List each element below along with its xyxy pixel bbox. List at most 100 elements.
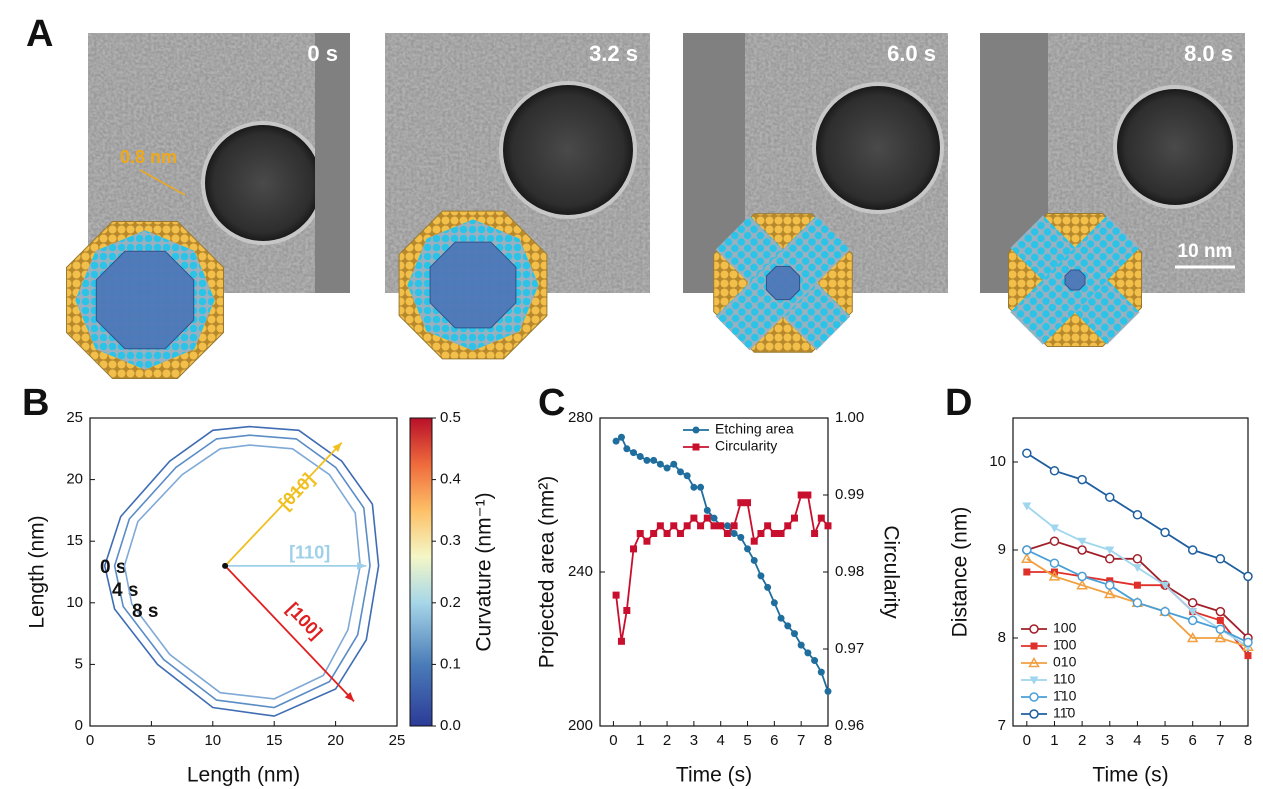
legend-label: 100 <box>1053 620 1077 636</box>
x-tick-label: 3 <box>690 732 698 749</box>
y2-tick-label: 0.96 <box>835 717 864 734</box>
micrograph: 6.0 s <box>683 33 948 352</box>
marker <box>657 461 664 468</box>
legend-label: Circularity <box>715 438 777 454</box>
marker <box>757 572 764 579</box>
legend-marker <box>693 444 700 451</box>
panel-label: B <box>22 382 49 424</box>
y-axis-title: Distance (nm) <box>949 507 972 638</box>
x-tick-label: 1 <box>636 732 644 749</box>
x-tick-label: 5 <box>147 732 155 749</box>
legend-label: 1̄10 <box>1053 688 1077 704</box>
colorbar-tick-label: 0.5 <box>440 409 461 426</box>
legend-label: 010 <box>1053 654 1077 670</box>
curvature-contour <box>124 445 360 699</box>
y2-tick-label: 0.99 <box>835 486 864 503</box>
marker <box>825 688 832 695</box>
marker <box>670 522 677 529</box>
marker <box>737 499 744 506</box>
y-tick-label: 20 <box>66 471 83 488</box>
x-tick-label: 25 <box>389 732 406 749</box>
legend-marker <box>1030 710 1038 718</box>
marker <box>623 445 630 452</box>
marker <box>1023 546 1031 554</box>
legend-marker <box>1030 693 1038 701</box>
marker <box>684 472 691 479</box>
x-tick-label: 1 <box>1050 732 1058 749</box>
marker <box>1105 547 1114 555</box>
marker <box>818 669 825 676</box>
marker <box>623 607 630 614</box>
x-tick-label: 20 <box>327 732 344 749</box>
atom-model-core <box>96 251 193 348</box>
panel-label: D <box>945 382 972 424</box>
marker <box>1189 546 1197 554</box>
marker <box>711 515 718 522</box>
marker <box>650 457 657 464</box>
atom-model-core <box>430 242 516 328</box>
y-tick-label: 8 <box>998 629 1006 646</box>
y2-tick-label: 0.98 <box>835 563 864 580</box>
x-tick-label: 15 <box>266 732 283 749</box>
marker <box>778 615 785 622</box>
marker <box>690 484 697 491</box>
marker <box>618 638 625 645</box>
panel-label: A <box>26 13 53 55</box>
arrow-label: [010] <box>275 469 318 513</box>
marker <box>1189 599 1197 607</box>
legend-label: 110 <box>1053 671 1076 687</box>
x-tick-label: 0 <box>1023 732 1031 749</box>
x-axis-title: Length (nm) <box>187 764 300 787</box>
time-label: 3.2 s <box>589 41 638 66</box>
time-label: 8.0 s <box>1184 41 1233 66</box>
marker <box>784 622 791 629</box>
legend-marker <box>1031 643 1038 650</box>
plot-frame <box>90 418 397 726</box>
marker <box>1216 625 1224 633</box>
micrograph: 0 s <box>67 33 351 379</box>
colorbar-tick-label: 0.2 <box>440 594 461 611</box>
atom-model-core <box>1065 270 1085 290</box>
y-tick-label: 10 <box>989 453 1006 470</box>
marker <box>778 530 785 537</box>
marker <box>1161 608 1169 616</box>
x-tick-label: 10 <box>204 732 221 749</box>
time-label: 6.0 s <box>887 41 936 66</box>
marker <box>1216 555 1224 563</box>
atom-model-core <box>766 266 799 299</box>
marker <box>1245 652 1252 659</box>
marker <box>757 530 764 537</box>
y-tick-label: 200 <box>568 717 593 734</box>
marker <box>670 461 677 468</box>
y-tick-label: 15 <box>66 532 83 549</box>
colorbar-title: Curvature (nm⁻¹) <box>473 492 496 651</box>
particle <box>503 85 633 215</box>
y-axis-title: Length (nm) <box>26 515 49 628</box>
marker <box>684 522 691 529</box>
x-tick-label: 6 <box>1189 732 1197 749</box>
y-tick-label: 240 <box>568 563 593 580</box>
x-tick-label: 3 <box>1106 732 1114 749</box>
y-tick-label: 5 <box>75 655 83 672</box>
curvature-contour <box>115 435 370 707</box>
marker <box>697 484 704 491</box>
scale-bar-label: 10 nm <box>1178 241 1233 262</box>
marker <box>1023 449 1031 457</box>
marker <box>630 545 637 552</box>
marker <box>1133 599 1141 607</box>
marker <box>764 522 771 529</box>
marker <box>1078 572 1086 580</box>
y-tick-label: 25 <box>66 409 83 426</box>
colorbar-tick-label: 0.0 <box>440 717 461 734</box>
time-label: 0 s <box>307 41 338 66</box>
y-tick-label: 10 <box>66 594 83 611</box>
marker <box>1078 546 1086 554</box>
marker <box>804 492 811 499</box>
panel-label: C <box>538 382 565 424</box>
marker <box>1106 581 1114 589</box>
particle <box>205 125 321 241</box>
marker <box>1161 528 1169 536</box>
colorbar-tick-label: 0.1 <box>440 655 461 672</box>
contour-label: 8 s <box>132 601 158 622</box>
